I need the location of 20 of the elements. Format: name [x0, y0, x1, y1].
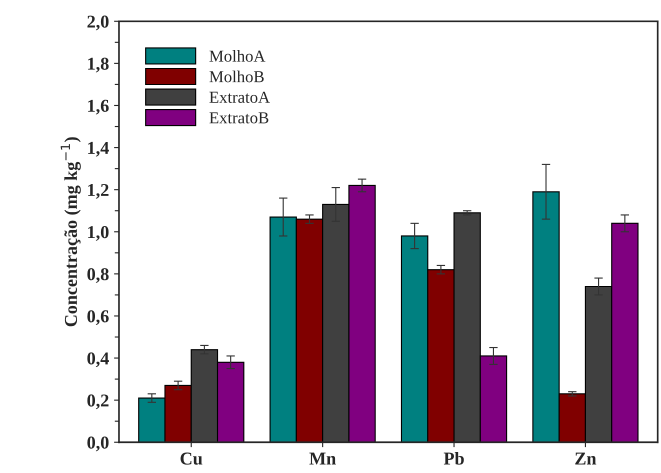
y-axis-title: Concentração (mg kg$^{−1}$) [60, 137, 81, 326]
y-tick-label: 2,0 [87, 16, 109, 30]
y-tick-label: 0,2 [87, 394, 108, 410]
x-tick-label: Cu [180, 452, 202, 465]
y-tick-label: 0,8 [87, 268, 109, 283]
y-tick-label: 1,0 [88, 226, 109, 241]
x-tick-label: Zn [575, 452, 596, 465]
x-tick-label: Pb [444, 452, 464, 465]
legend-label: MolhoB [209, 70, 264, 82]
y-tick-label: 0,6 [87, 310, 109, 326]
legend-label: ExtratoB [209, 112, 268, 124]
y-tick-label: 1,6 [88, 100, 109, 115]
y-tick-label: 1,8 [88, 58, 109, 72]
legend-label: MolhoA [209, 50, 266, 62]
y-tick-label: 1,2 [88, 184, 108, 199]
y-tick-label: 1,4 [88, 142, 109, 157]
y-tick-label: 0,0 [87, 436, 109, 452]
legend-label: ExtratoA [209, 92, 270, 103]
y-tick-label: 0,4 [87, 352, 109, 368]
x-tick-label: Mn [309, 452, 336, 465]
